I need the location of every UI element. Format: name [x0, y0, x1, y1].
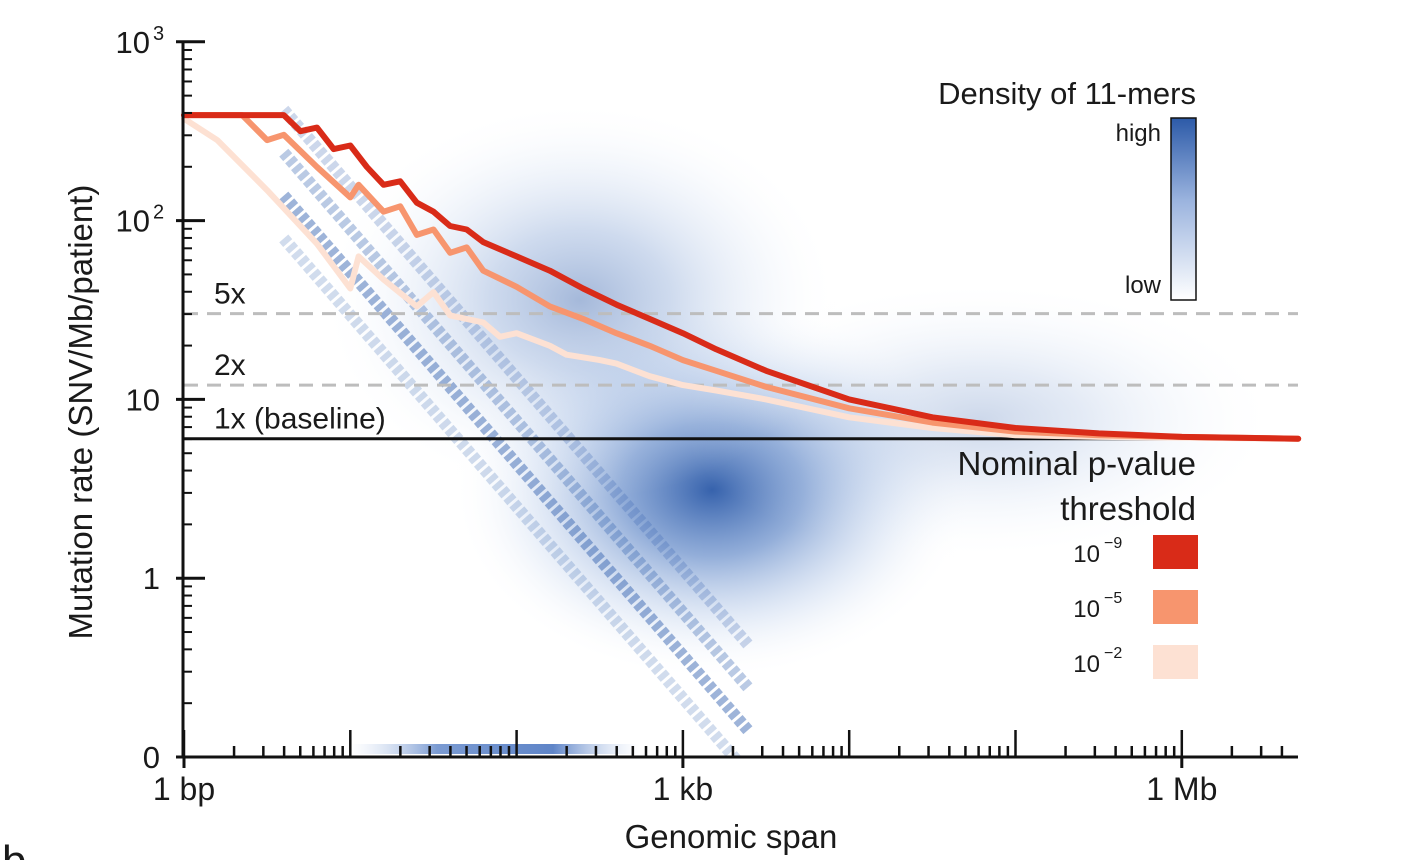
- legend-label-exponent: −5: [1104, 590, 1122, 607]
- density-band: [279, 234, 743, 758]
- y-axis-label: Mutation rate (SNV/Mb/patient): [62, 185, 99, 640]
- density-colorbar: [1170, 117, 1197, 301]
- threshold-legend-title-line1: Nominal p-value: [958, 445, 1196, 482]
- legend-label-base: 10: [1073, 541, 1100, 568]
- y-tick-exponent: 2: [153, 202, 164, 224]
- x-tick-label: 1 Mb: [1146, 771, 1217, 807]
- density-band: [279, 148, 754, 693]
- reference-line-label: 2x: [214, 349, 246, 382]
- density-legend-low: low: [1125, 272, 1162, 299]
- density-blob-right: [680, 280, 1280, 560]
- y-tick-label: 10: [126, 382, 160, 417]
- legend-label-exponent: −9: [1104, 535, 1122, 552]
- x-tick-label: 1 bp: [153, 771, 215, 807]
- x-tick-label: 1 kb: [653, 771, 713, 807]
- series-line: [181, 115, 1302, 442]
- x-ticks: 1 bp 1 kb 1 Mb: [153, 730, 1284, 807]
- legend-swatch: [1153, 645, 1198, 679]
- threshold-legend-title-line2: threshold: [1060, 490, 1196, 527]
- density-legend-high: high: [1116, 120, 1161, 147]
- density-rug: [350, 744, 640, 754]
- y-tick-label: 10: [116, 204, 150, 239]
- reference-line-label: 1x (baseline): [214, 403, 386, 436]
- series-line: [181, 112, 1302, 442]
- series-line: [181, 112, 1302, 442]
- panel-letter: b: [2, 837, 26, 860]
- density-band: [279, 105, 754, 651]
- density-diagonal-bands: [279, 105, 754, 758]
- threshold-legend: Nominal p-value threshold 10 −910 −510 −2: [958, 445, 1198, 679]
- series-lines: [181, 112, 1302, 442]
- y-tick-label: 0: [143, 740, 160, 775]
- legend-label-exponent: −2: [1104, 645, 1122, 662]
- legend-label-base: 10: [1073, 596, 1100, 623]
- threshold-legend-items: 10 −910 −510 −2: [1073, 535, 1198, 679]
- legend-label-base: 10: [1073, 651, 1100, 678]
- y-tick-label: 1: [143, 561, 160, 596]
- y-tick-label: 10: [116, 25, 150, 60]
- x-axis-label: Genomic span: [625, 818, 838, 855]
- legend-swatch: [1153, 590, 1198, 624]
- reference-line-label: 5x: [214, 278, 246, 311]
- density-band: [279, 191, 754, 736]
- y-tick-exponent: 3: [153, 23, 164, 45]
- legend-swatch: [1153, 535, 1198, 569]
- reference-lines: 1x (baseline) 2x 5x: [184, 278, 1298, 441]
- density-legend: Density of 11-mers high low: [938, 76, 1197, 301]
- density-legend-title: Density of 11-mers: [938, 76, 1196, 111]
